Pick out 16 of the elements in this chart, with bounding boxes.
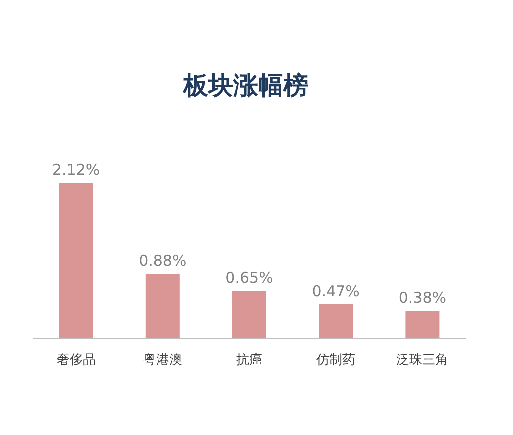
bar (232, 291, 266, 339)
x-tick-label: 抗癌 (236, 353, 262, 368)
data-label: 0.65% (226, 269, 274, 288)
data-label: 0.38% (398, 289, 447, 308)
chart-title: 板块涨幅榜 (182, 71, 308, 100)
bar (59, 183, 94, 339)
x-tick-label: 泛珠三角 (396, 353, 449, 368)
data-label: 0.88% (139, 252, 187, 270)
bar (146, 274, 180, 339)
x-tick-label: 仿制药 (316, 353, 356, 368)
bar (406, 311, 440, 339)
data-label: 2.12% (52, 161, 100, 179)
x-tick-label: 奢侈品 (56, 353, 96, 368)
x-tick-label: 粤港澳 (143, 353, 182, 368)
bar (319, 304, 354, 339)
data-label: 0.47% (312, 282, 360, 300)
